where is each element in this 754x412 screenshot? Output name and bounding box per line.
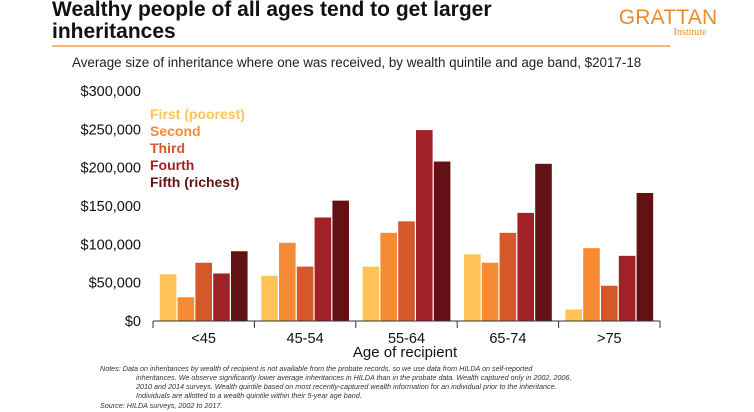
notes-line-1: Notes: Data on inheritances by wealth of…	[100, 364, 533, 373]
bar-second-1	[177, 297, 195, 321]
source-line: Source: HILDA surveys, 2002 to 2017.	[100, 401, 222, 410]
x-tick-label: 45-54	[287, 331, 324, 347]
bar-fourth-4	[517, 212, 534, 321]
bar-fifth-richest-3	[433, 161, 451, 321]
y-tick-label: $150,000	[81, 199, 141, 215]
bar-first-poorest-3	[362, 266, 380, 321]
y-tick-label: $50,000	[89, 276, 141, 292]
legend-entry: First (poorest)	[150, 106, 245, 122]
chart-title-line2: inheritances	[52, 20, 176, 43]
chart-subtitle: Average size of inheritance where one wa…	[72, 55, 641, 70]
notes: Notes: Data on inheritances by wealth of…	[100, 364, 571, 410]
bar-first-poorest-4	[464, 254, 481, 321]
grattan-logo: GRATTAN Institute	[619, 6, 718, 38]
bar-first-poorest-2	[261, 275, 278, 321]
bar-second-4	[481, 262, 499, 321]
y-tick-label: $100,000	[81, 237, 141, 253]
brand-sub: Institute	[674, 27, 707, 38]
x-tick-label: <45	[191, 331, 216, 347]
y-tick-label: $0	[125, 314, 141, 330]
bar-fourth-5	[618, 255, 636, 321]
x-tick-label: >75	[597, 331, 622, 347]
x-tick-label: 65-74	[489, 331, 526, 347]
bar-fourth-2	[314, 217, 332, 321]
legend-entry: Fifth (richest)	[150, 174, 239, 190]
bar-first-poorest-1	[159, 274, 177, 321]
notes-line-4: Individuals are allotted to a wealth qui…	[136, 391, 362, 400]
notes-line-3: 2010 and 2014 surveys. Wealth quintile b…	[135, 382, 557, 391]
bar-third-1	[195, 262, 212, 321]
legend-entry: Fourth	[150, 157, 194, 173]
bar-second-2	[279, 242, 296, 321]
notes-line-2: inheritances. We observe significantly l…	[136, 373, 571, 382]
y-tick-label: $300,000	[81, 84, 141, 100]
y-axis: $0 $50,000 $100,000 $150,000 $200,000 $250,00…	[81, 84, 141, 330]
bar-third-2	[296, 266, 314, 321]
y-tick-label: $250,000	[81, 122, 141, 138]
x-axis: <45 45-54 55-64 65-74 >75	[152, 320, 661, 347]
bar-fifth-richest-4	[535, 163, 552, 321]
bars	[159, 130, 654, 321]
y-tick-label: $200,000	[81, 161, 141, 177]
x-tick-label: 55-64	[388, 331, 425, 347]
legend-entry: Second	[150, 123, 201, 139]
bar-first-poorest-5	[565, 309, 582, 321]
bar-third-4	[499, 232, 517, 321]
bar-second-5	[583, 248, 600, 321]
bar-fourth-1	[213, 273, 230, 321]
bar-fifth-richest-2	[332, 200, 349, 321]
bar-fifth-richest-1	[231, 251, 248, 321]
bar-fourth-3	[416, 130, 433, 321]
chart-title-line1: Wealthy people of all ages tend to get l…	[52, 0, 492, 21]
bar-fifth-richest-5	[636, 192, 654, 321]
bar-third-5	[601, 285, 618, 321]
brand-name: GRATTAN	[619, 6, 718, 29]
x-axis-label: Age of recipient	[353, 344, 458, 361]
bar-second-3	[380, 232, 397, 321]
legend-entry: Third	[150, 140, 185, 156]
bar-third-3	[398, 221, 415, 321]
